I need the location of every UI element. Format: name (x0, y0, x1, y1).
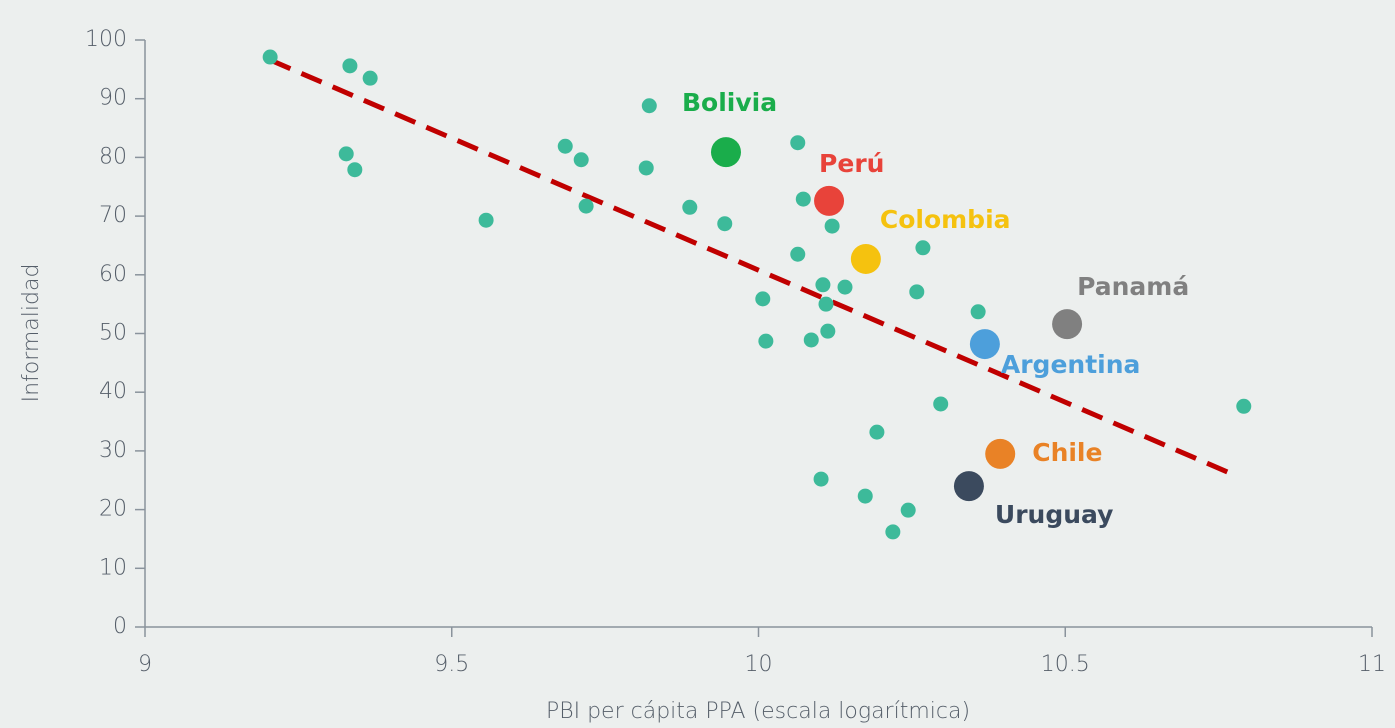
point (824, 218, 840, 234)
point (933, 396, 949, 412)
point (638, 160, 654, 176)
point (347, 162, 363, 178)
point (790, 246, 806, 262)
y-axis-title: Informalidad (19, 264, 44, 403)
point (755, 291, 771, 307)
highlight-label: Uruguay (995, 500, 1114, 529)
y-tick-label: 80 (99, 144, 127, 169)
highlight-point (1052, 309, 1083, 340)
highlight-label: Perú (819, 149, 884, 178)
point (857, 488, 873, 504)
point (813, 471, 829, 487)
point (815, 277, 831, 293)
point (478, 212, 494, 228)
point (790, 135, 806, 151)
highlight-label: Colombia (880, 205, 1011, 234)
highlight-label: Argentina (1001, 350, 1141, 379)
point (885, 524, 901, 540)
highlight-point (953, 471, 984, 502)
x-tick-label: 10 (745, 652, 773, 677)
y-tick-label: 10 (99, 555, 127, 580)
point (557, 138, 573, 154)
x-tick-label: 9.5 (434, 652, 469, 677)
y-tick-label: 40 (99, 379, 127, 404)
x-tick-label: 11 (1358, 652, 1386, 677)
y-tick-label: 30 (99, 438, 127, 463)
y-tick-label: 0 (113, 614, 127, 639)
y-tick-label: 60 (99, 262, 127, 287)
y-tick-label: 90 (99, 86, 127, 111)
point (682, 199, 698, 215)
point (342, 58, 358, 74)
highlight-label: Bolivia (682, 88, 777, 117)
x-tick-label: 9 (138, 652, 152, 677)
point (909, 284, 925, 300)
highlight-point (969, 329, 1000, 360)
point (362, 70, 378, 86)
highlight-point (985, 438, 1016, 469)
highlight-label: Panamá (1077, 272, 1189, 301)
point (803, 332, 819, 348)
point (758, 333, 774, 349)
point (578, 198, 594, 214)
trendline (269, 57, 1232, 476)
y-tick-label: 20 (99, 497, 127, 522)
point (915, 240, 931, 256)
point (820, 323, 836, 339)
point (262, 49, 278, 65)
y-tick-label: 50 (99, 321, 127, 346)
point (573, 152, 589, 168)
point (641, 98, 657, 114)
point (795, 191, 811, 207)
point (900, 502, 916, 518)
x-tick-label: 10.5 (1041, 652, 1090, 677)
highlight-point (710, 137, 741, 168)
highlight-point (850, 243, 881, 274)
point (970, 304, 986, 320)
highlight-point (814, 185, 845, 216)
point (717, 216, 733, 232)
point (869, 424, 885, 440)
point (818, 296, 834, 312)
y-tick-label: 100 (85, 27, 127, 52)
point (837, 279, 853, 295)
y-tick-label: 70 (99, 203, 127, 228)
point (1236, 398, 1252, 414)
highlight-label: Chile (1032, 438, 1102, 467)
x-axis-title: PBI per cápita PPA (escala logarítmica) (546, 699, 970, 724)
point (338, 146, 354, 162)
